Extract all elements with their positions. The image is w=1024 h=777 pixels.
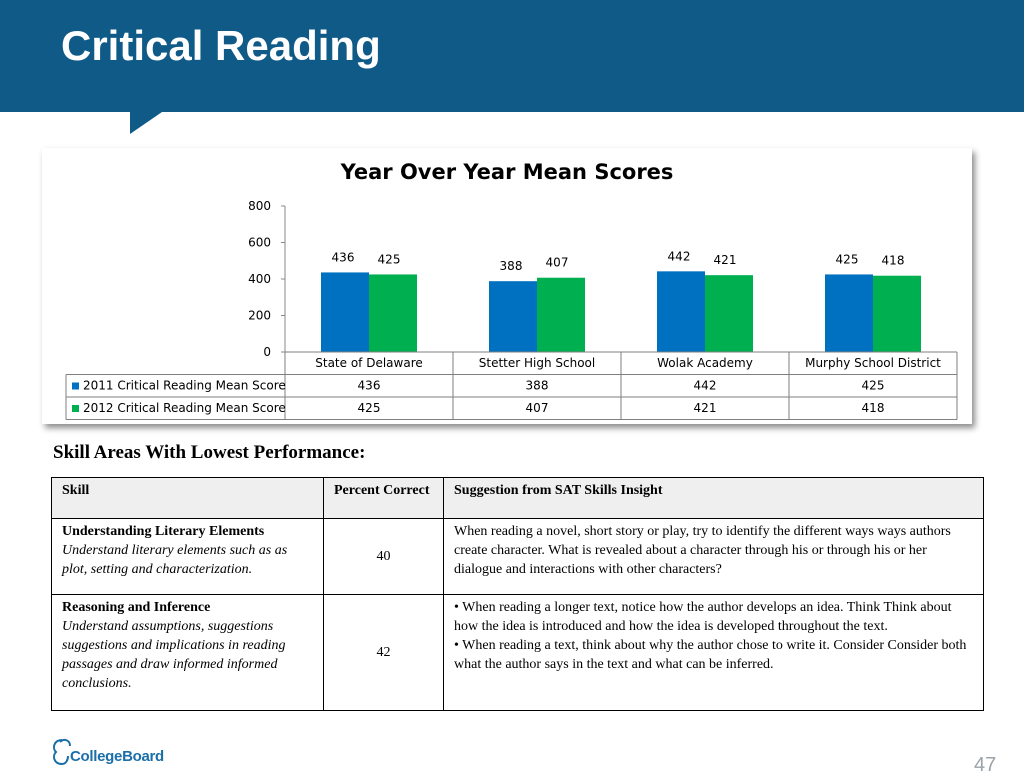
bar-chart: Year Over Year Mean Scores 0 200 400 600 800 4…: [65, 160, 958, 420]
header-percent-correct: Percent Correct: [323, 477, 444, 519]
x-tick-label: Stetter High School: [479, 356, 595, 370]
x-tick-label: Wolak Academy: [657, 356, 753, 370]
header-skill: Skill: [51, 477, 324, 519]
legend-label: 2012 Critical Reading Mean Score: [83, 401, 286, 415]
y-tick-label: 400: [248, 272, 271, 286]
table-cell-value: 425: [862, 379, 885, 393]
suggestion-cell: • When reading a longer text, notice how…: [443, 594, 984, 711]
table-cell-value: 388: [526, 379, 549, 393]
x-tick-label: State of Delaware: [315, 356, 423, 370]
table-cell-value: 442: [694, 379, 717, 393]
y-tick-label: 200: [248, 309, 271, 323]
banner-notch: [130, 112, 162, 134]
logo-text: CollegeBoard: [70, 748, 164, 765]
title-banner: [0, 0, 1024, 112]
y-tick-label: 0: [263, 345, 271, 359]
data-label: 421: [714, 253, 737, 267]
data-label: 407: [546, 256, 569, 270]
chart-title: Year Over Year Mean Scores: [340, 160, 674, 184]
bar: [705, 275, 753, 352]
section-heading: Skill Areas With Lowest Performance:: [53, 442, 366, 463]
table-cell-value: 421: [694, 401, 717, 415]
table-cell-value: 436: [358, 379, 381, 393]
skill-name: Understanding Literary Elements: [62, 524, 265, 539]
bar: [321, 272, 369, 352]
bar: [657, 271, 705, 352]
header-suggestion: Suggestion from SAT Skills Insight: [443, 477, 984, 519]
skill-cell: Reasoning and Inference Understand assum…: [51, 594, 324, 711]
table-cell-value: 425: [358, 401, 381, 415]
skill-cell: Understanding Literary Elements Understa…: [51, 518, 324, 595]
table-row: Understanding Literary Elements Understa…: [51, 518, 984, 595]
data-label: 425: [836, 252, 859, 266]
skills-table: Skill Percent Correct Suggestion from SA…: [51, 477, 984, 711]
bar: [489, 281, 537, 352]
acorn-logo-icon: [53, 738, 71, 766]
data-label: 436: [332, 250, 355, 264]
skill-name: Reasoning and Inference: [62, 600, 211, 615]
table-cell-value: 407: [526, 401, 549, 415]
data-label: 442: [668, 249, 691, 263]
data-label: 388: [500, 259, 523, 273]
legend-swatch: [72, 382, 79, 390]
bar: [537, 277, 585, 352]
table-row: Reasoning and Inference Understand assum…: [51, 594, 984, 711]
y-tick-label: 600: [248, 236, 271, 250]
suggestion-item: • When reading a longer text, notice how…: [454, 600, 952, 634]
bar: [825, 274, 873, 352]
slide-title: Critical Reading: [61, 22, 381, 69]
skill-description: Understand literary elements such as as …: [62, 543, 288, 577]
table-cell-value: 418: [862, 401, 885, 415]
bar: [873, 275, 921, 352]
data-label: 418: [882, 254, 905, 268]
skills-table-header: Skill Percent Correct Suggestion from SA…: [51, 477, 984, 519]
suggestion-item: • When reading a text, think about why t…: [454, 638, 967, 672]
suggestion-cell: When reading a novel, short story or pla…: [443, 518, 984, 595]
skill-description: Understand assumptions, suggestions sugg…: [62, 619, 286, 691]
percent-correct-cell: 42: [323, 594, 444, 711]
bar: [369, 274, 417, 352]
page-number: 47: [974, 754, 997, 776]
percent-correct-cell: 40: [323, 518, 444, 595]
y-tick-label: 800: [248, 199, 271, 213]
data-label: 425: [378, 252, 401, 266]
legend-label: 2011 Critical Reading Mean Score: [83, 379, 286, 393]
collegeboard-logo: CollegeBoard: [50, 736, 180, 768]
x-tick-label: Murphy School District: [805, 356, 941, 370]
legend-swatch: [72, 405, 79, 412]
chart-container: Year Over Year Mean Scores 0 200 400 600 800 4…: [42, 148, 972, 424]
